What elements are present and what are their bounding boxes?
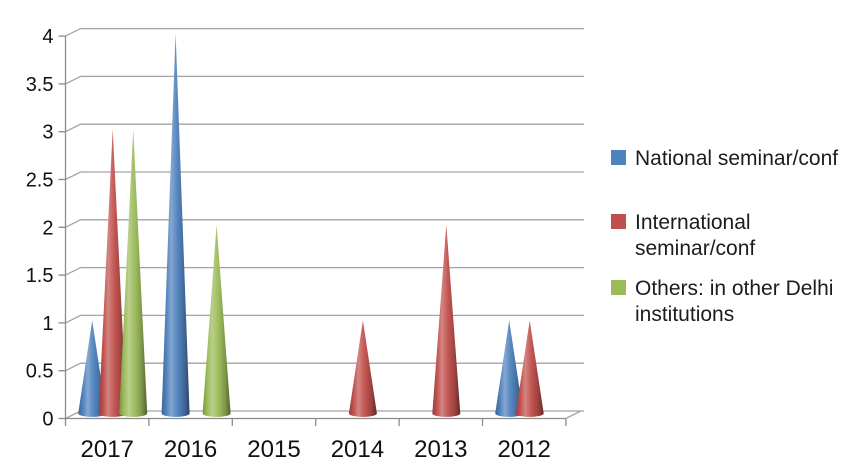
legend-item-national: National seminar/conf [611, 146, 861, 172]
x-tick-label-2017: 2017 [81, 436, 134, 463]
x-tick-label-2016: 2016 [164, 436, 217, 463]
cone-national-2016 [161, 33, 190, 417]
gridline-1 [65, 314, 584, 324]
legend-label-international: International seminar/conf [635, 211, 756, 260]
plot-area: 0 0.5 1 1.5 2 2.5 3 3.5 4 2017 2016 2015 2014 2013 201… [26, 26, 584, 463]
legend-item-international: International seminar/conf [611, 210, 861, 262]
gridline-4 [65, 27, 584, 37]
cone-others-2016 [202, 224, 231, 417]
gridline-2.5 [65, 171, 584, 181]
y-tick-label-3.5: 3.5 [26, 74, 54, 96]
floor-right-edge [565, 410, 582, 420]
cone-others-2017 [119, 129, 148, 417]
y-tick-label-1: 1 [42, 313, 53, 335]
legend-swatch-others-icon [611, 280, 626, 295]
y-tick-label-0.5: 0.5 [26, 361, 54, 383]
legend-label-national: National seminar/conf [635, 147, 839, 170]
cone-national-2017 [78, 320, 107, 417]
y-tick-label-4: 4 [42, 26, 53, 48]
gridline-2 [65, 219, 584, 228]
x-tick-label-2012: 2012 [498, 436, 551, 463]
cone-international-2017 [98, 129, 127, 417]
gridline-3.5 [65, 75, 584, 85]
legend-item-others: Others: in other Delhi institutions [611, 276, 861, 328]
x-tick-label-2014: 2014 [331, 436, 384, 463]
legend: National seminar/conf International semi… [611, 146, 861, 328]
legend-label-others: Others: in other Delhi institutions [635, 277, 834, 326]
legend-swatch-national-icon [611, 150, 626, 165]
gridline-0.5 [65, 362, 584, 372]
cone-international-2012 [515, 320, 544, 417]
gridline-1.5 [65, 266, 584, 276]
y-tick-label-0: 0 [42, 409, 53, 431]
x-tick-label-2015: 2015 [247, 436, 300, 463]
x-tick-label-2013: 2013 [414, 436, 467, 463]
cone-international-2013 [432, 224, 461, 417]
gridline-3 [65, 123, 584, 133]
y-tick-label-2.5: 2.5 [26, 170, 54, 192]
legend-swatch-international-icon [611, 214, 626, 229]
y-tick-label-2: 2 [42, 217, 53, 239]
cone-national-2012 [495, 320, 524, 417]
y-tick-label-3: 3 [42, 122, 53, 144]
y-tick-label-1.5: 1.5 [26, 265, 54, 287]
cone-international-2014 [348, 320, 377, 417]
